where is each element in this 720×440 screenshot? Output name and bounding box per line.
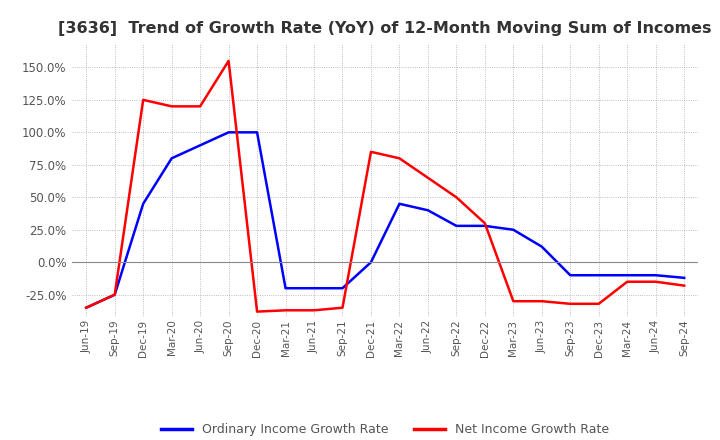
- Ordinary Income Growth Rate: [310, 286, 318, 291]
- Ordinary Income Growth Rate: [282, 286, 290, 291]
- Ordinary Income Growth Rate: [452, 223, 461, 228]
- Ordinary Income Growth Rate: [480, 223, 489, 228]
- Net Income Growth Rate: [395, 156, 404, 161]
- Ordinary Income Growth Rate: [623, 273, 631, 278]
- Net Income Growth Rate: [566, 301, 575, 306]
- Net Income Growth Rate: [595, 301, 603, 306]
- Legend: Ordinary Income Growth Rate, Net Income Growth Rate: Ordinary Income Growth Rate, Net Income …: [156, 418, 614, 440]
- Line: Ordinary Income Growth Rate: Ordinary Income Growth Rate: [86, 132, 684, 308]
- Ordinary Income Growth Rate: [253, 130, 261, 135]
- Net Income Growth Rate: [139, 97, 148, 103]
- Ordinary Income Growth Rate: [595, 273, 603, 278]
- Ordinary Income Growth Rate: [423, 208, 432, 213]
- Ordinary Income Growth Rate: [139, 201, 148, 206]
- Ordinary Income Growth Rate: [225, 130, 233, 135]
- Net Income Growth Rate: [680, 283, 688, 288]
- Net Income Growth Rate: [366, 149, 375, 154]
- Net Income Growth Rate: [509, 299, 518, 304]
- Ordinary Income Growth Rate: [366, 260, 375, 265]
- Net Income Growth Rate: [167, 104, 176, 109]
- Ordinary Income Growth Rate: [82, 305, 91, 310]
- Net Income Growth Rate: [196, 104, 204, 109]
- Net Income Growth Rate: [82, 305, 91, 310]
- Net Income Growth Rate: [253, 309, 261, 314]
- Ordinary Income Growth Rate: [110, 292, 119, 297]
- Ordinary Income Growth Rate: [395, 201, 404, 206]
- Net Income Growth Rate: [623, 279, 631, 284]
- Net Income Growth Rate: [652, 279, 660, 284]
- Net Income Growth Rate: [225, 58, 233, 63]
- Net Income Growth Rate: [282, 308, 290, 313]
- Ordinary Income Growth Rate: [680, 275, 688, 280]
- Net Income Growth Rate: [452, 194, 461, 200]
- Ordinary Income Growth Rate: [537, 244, 546, 249]
- Ordinary Income Growth Rate: [196, 143, 204, 148]
- Ordinary Income Growth Rate: [566, 273, 575, 278]
- Net Income Growth Rate: [310, 308, 318, 313]
- Ordinary Income Growth Rate: [652, 273, 660, 278]
- Net Income Growth Rate: [537, 299, 546, 304]
- Net Income Growth Rate: [110, 292, 119, 297]
- Ordinary Income Growth Rate: [338, 286, 347, 291]
- Ordinary Income Growth Rate: [167, 156, 176, 161]
- Ordinary Income Growth Rate: [509, 227, 518, 232]
- Net Income Growth Rate: [480, 220, 489, 226]
- Line: Net Income Growth Rate: Net Income Growth Rate: [86, 61, 684, 312]
- Net Income Growth Rate: [338, 305, 347, 310]
- Title: [3636]  Trend of Growth Rate (YoY) of 12-Month Moving Sum of Incomes: [3636] Trend of Growth Rate (YoY) of 12-…: [58, 21, 712, 36]
- Net Income Growth Rate: [423, 175, 432, 180]
